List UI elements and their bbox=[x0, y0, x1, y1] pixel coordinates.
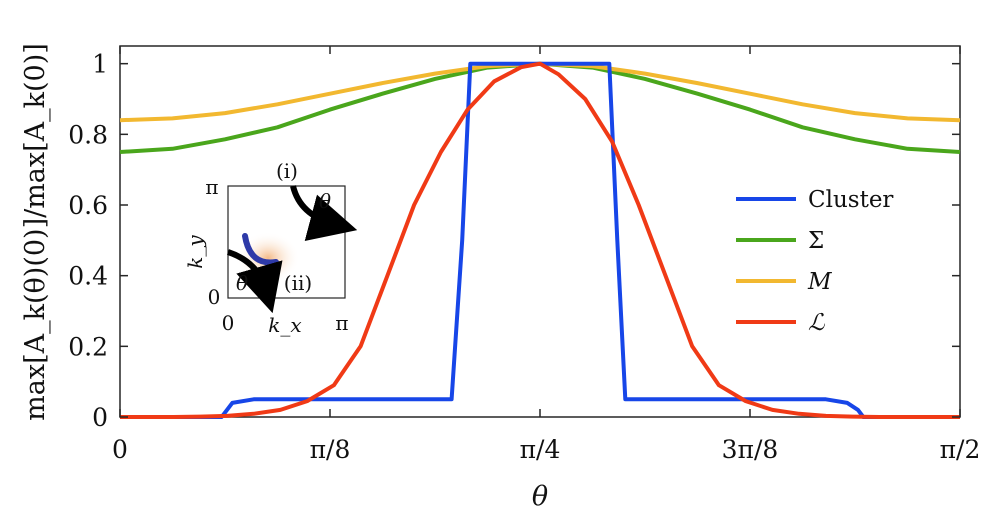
legend-label-1: Σ bbox=[808, 228, 824, 254]
y-tick-label: 0.2 bbox=[68, 332, 108, 361]
legend-label-2: M bbox=[807, 269, 833, 295]
inset-arrow-ii bbox=[226, 249, 283, 314]
x-tick-label: π/2 bbox=[940, 435, 981, 464]
series-layer bbox=[119, 61, 961, 419]
inset-xtick-pi: π bbox=[335, 311, 348, 335]
inset-theta-top: θ bbox=[319, 189, 331, 213]
legend-label-0: Cluster bbox=[808, 187, 893, 213]
x-tick-label: 0 bbox=[112, 435, 128, 464]
inset-ylabel: k_y bbox=[183, 235, 207, 269]
x-tick-label: π/8 bbox=[310, 435, 351, 464]
inset-arrow-i bbox=[290, 185, 358, 242]
y-tick-label: 0.4 bbox=[68, 262, 108, 291]
inset-annotation-ii: (ii) bbox=[284, 271, 312, 295]
series-line-3 bbox=[120, 61, 960, 419]
inset-ytick-0: 0 bbox=[208, 285, 221, 309]
inset-xlabel: k_x bbox=[268, 313, 301, 337]
y-tick-label: 0 bbox=[92, 403, 108, 432]
legend: Cluster ΣMℒ bbox=[736, 187, 893, 336]
legend-label-3: ℒ bbox=[808, 310, 825, 336]
y-tick-label: 0.8 bbox=[68, 120, 108, 149]
inset-ytick-pi: π bbox=[205, 175, 218, 199]
x-tick-label: 3π/8 bbox=[722, 435, 779, 464]
tick-layer: 0 π/8 π/4 3π/8 π/2 0 0.2 0.4 0.6 0.8 1 bbox=[68, 46, 980, 464]
y-axis-title: max[A_k(θ)(0)]/max[A_k(0)] bbox=[20, 43, 51, 421]
inset-annotation-i: (i) bbox=[276, 159, 298, 183]
x-tick-label: π/4 bbox=[520, 435, 561, 464]
inset-theta-bottom: θ bbox=[236, 271, 248, 295]
y-tick-label: 1 bbox=[92, 50, 108, 79]
x-axis-title: θ bbox=[532, 481, 548, 512]
inset: (i) (ii) θ θ 0 π 0 π k_x k_y bbox=[183, 159, 358, 337]
inset-xtick-0: 0 bbox=[222, 311, 235, 335]
y-tick-label: 0.6 bbox=[68, 191, 108, 220]
